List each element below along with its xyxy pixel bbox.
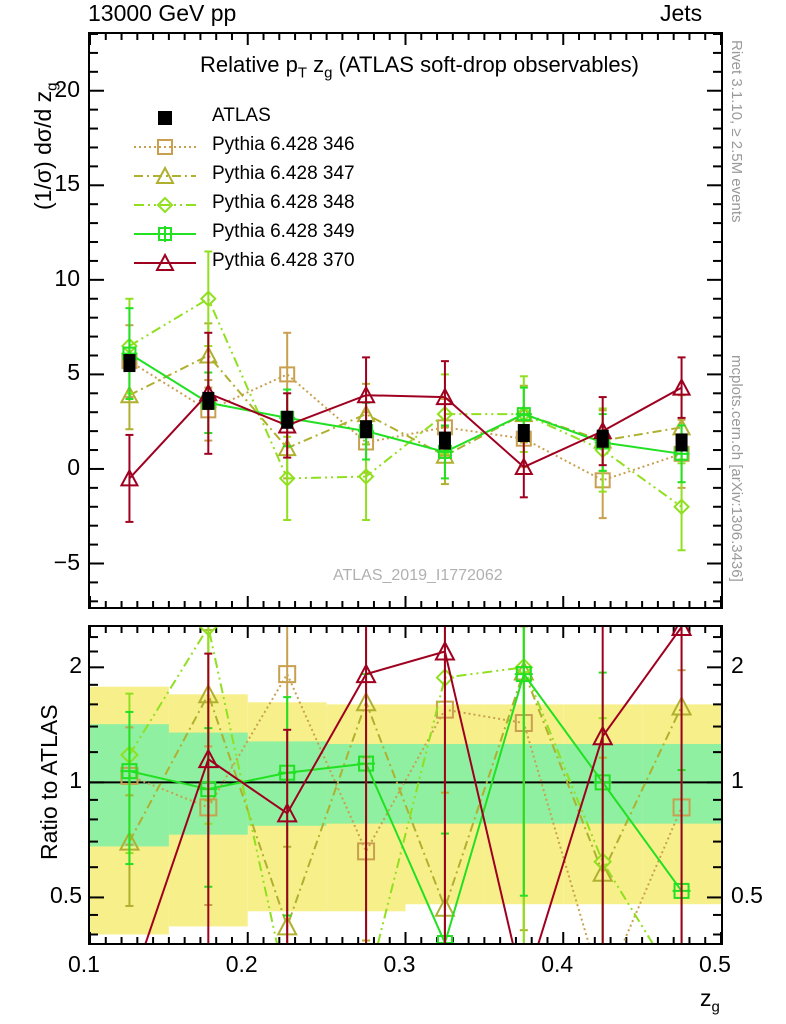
data-marker — [157, 139, 173, 155]
main-y-tick-label: −5 — [53, 548, 80, 575]
data-marker — [670, 627, 693, 636]
main-series-layer — [119, 250, 692, 552]
atlas-data-point — [360, 420, 373, 439]
ratio-series-line — [144, 627, 683, 943]
main-y-tick-label: 10 — [54, 264, 80, 291]
legend-entry[interactable] — [134, 165, 196, 184]
data-marker — [435, 386, 455, 406]
ratio-y-tick-label: 0.5 — [50, 882, 82, 909]
atlas-data-point — [517, 424, 530, 443]
ratio-series-line — [129, 671, 683, 943]
legend-label: Pythia 6.428 346 — [212, 134, 355, 155]
data-marker — [156, 196, 174, 214]
series-line — [128, 354, 682, 457]
ratio-series-pythia-6-428-370 — [144, 627, 693, 943]
analysis-watermark: ATLAS_2019_I1772062 — [333, 567, 503, 584]
main-y-tick-label: 0 — [67, 453, 80, 480]
data-marker — [592, 725, 614, 746]
series-line — [128, 386, 683, 480]
x-tick-label: 0.4 — [541, 951, 574, 977]
legend-entry[interactable] — [134, 139, 196, 155]
data-marker — [119, 385, 140, 404]
data-marker — [357, 468, 375, 485]
data-marker — [278, 469, 296, 487]
ratio-series-line — [128, 627, 654, 943]
data-marker — [276, 802, 298, 823]
header-left: 13000 GeV pp — [88, 0, 237, 26]
x-tick-label: 0.1 — [68, 951, 100, 977]
legend-label: Pythia 6.428 370 — [212, 250, 355, 271]
x-tick-label: 0.3 — [383, 951, 416, 977]
main-y-tick-label: 5 — [67, 359, 80, 386]
ratio-series-line — [128, 668, 683, 930]
header-right: Jets — [660, 0, 703, 26]
legend-label: Pythia 6.428 348 — [212, 192, 355, 213]
atlas-data-point — [123, 354, 136, 373]
ratio-series-line — [129, 671, 683, 943]
legend-entry[interactable] — [134, 196, 196, 214]
ratio-y-tick-label-right: 1 — [731, 767, 744, 794]
series-atlas — [123, 354, 688, 452]
ratio-series-layer — [118, 627, 693, 943]
x-tick-label: 0.2 — [225, 951, 258, 977]
data-marker — [278, 665, 297, 684]
data-marker — [434, 640, 456, 661]
ratio-uncertainty-bands — [90, 686, 721, 935]
data-marker — [198, 627, 218, 637]
data-marker — [279, 366, 296, 383]
atlas-data-point — [281, 410, 294, 429]
x-tick-label: 0.5 — [699, 951, 731, 977]
atlas-data-point — [675, 433, 688, 452]
legend-label: Pythia 6.428 347 — [212, 163, 355, 184]
data-marker — [356, 385, 376, 404]
ratio-y-tick-label-right: 2 — [731, 652, 744, 679]
data-marker — [514, 456, 534, 476]
ratio-y-tick-label: 1 — [69, 767, 82, 794]
legend-entry[interactable] — [134, 226, 196, 242]
ratio-y-tick-label-right: 0.5 — [731, 882, 763, 909]
plot-title: Relative pT zg (ATLAS soft-drop observab… — [200, 52, 639, 82]
main-plot-panel — [88, 32, 723, 609]
legend-label: ATLAS — [212, 105, 271, 126]
data-marker — [355, 662, 377, 684]
data-marker — [155, 165, 175, 184]
atlas-data-point — [438, 431, 451, 450]
atlas-data-point — [202, 391, 215, 410]
series-line — [128, 360, 682, 482]
x-axis-label: zg — [700, 985, 720, 1016]
series-line — [128, 297, 683, 508]
data-marker — [197, 748, 219, 769]
legend-entry[interactable] — [158, 111, 172, 125]
series-pythia-6-428-370 — [119, 331, 692, 523]
atlas-data-point — [596, 429, 609, 448]
legend-label: Pythia 6.428 349 — [212, 221, 355, 242]
data-marker — [155, 252, 175, 271]
ratio-y-tick-label: 2 — [69, 652, 82, 679]
data-marker — [671, 377, 692, 396]
main-y-tick-label: 20 — [54, 75, 80, 102]
data-marker — [673, 498, 690, 516]
data-marker — [119, 468, 140, 487]
main-y-tick-label: 15 — [54, 170, 80, 197]
data-marker — [199, 290, 217, 308]
legend-marker — [158, 111, 172, 125]
legend-entry[interactable] — [134, 252, 196, 271]
